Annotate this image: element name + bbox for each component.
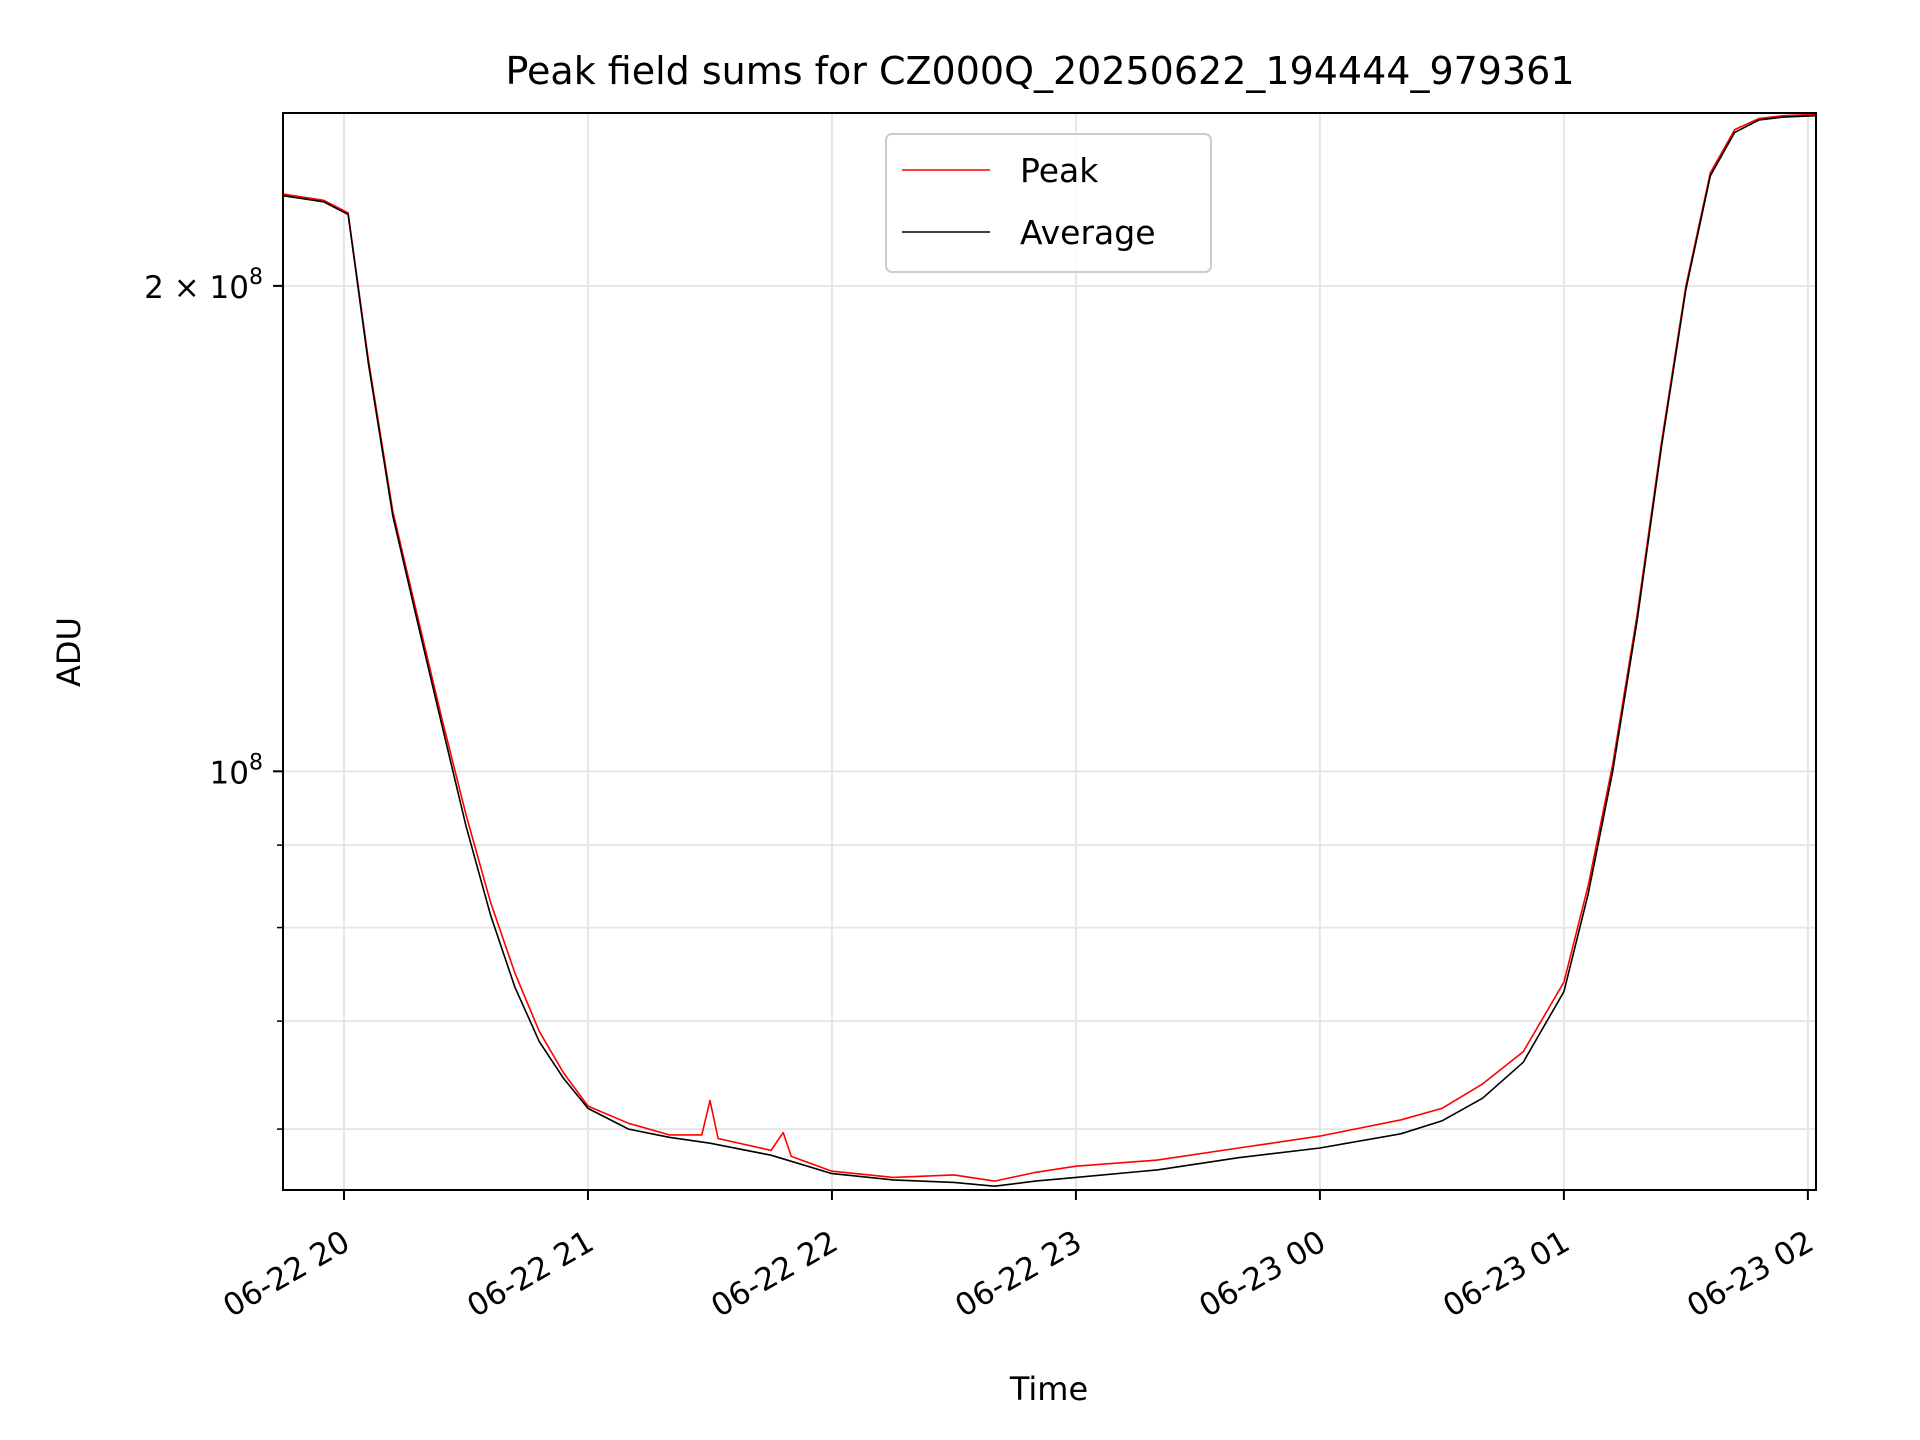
y-tick-label: 108	[210, 750, 263, 791]
x-axis-label: Time	[1009, 1370, 1088, 1408]
x-tick-label: 06-22 21	[461, 1224, 600, 1325]
series-line-average	[282, 114, 1817, 1187]
x-tick-label: 06-22 23	[949, 1224, 1088, 1325]
y-axis-label: ADU	[50, 617, 88, 687]
x-tick-label: 06-23 00	[1193, 1224, 1332, 1325]
axis-ticks: 06-22 20 06-22 21 06-22 22 06-22 23 06-23 00…	[144, 265, 1820, 1325]
x-tick-label: 06-23 01	[1437, 1224, 1576, 1325]
x-tick-label: 06-22 22	[705, 1224, 844, 1325]
series-layer	[282, 113, 1817, 1187]
legend: Peak Average	[885, 133, 1212, 273]
plot-area	[282, 112, 1817, 1191]
x-tick-label: 06-22 20	[217, 1224, 356, 1325]
chart-title: Peak field sums for CZ000Q_20250622_1944…	[505, 49, 1574, 93]
x-tick-label: 06-23 02	[1681, 1224, 1820, 1325]
grid	[283, 113, 1816, 1190]
legend-label-peak: Peak	[1020, 151, 1099, 190]
y-tick-label: 2 × 108	[144, 265, 263, 306]
series-line-peak	[282, 113, 1817, 1182]
legend-box	[885, 133, 1212, 273]
legend-label-average: Average	[1020, 213, 1156, 252]
